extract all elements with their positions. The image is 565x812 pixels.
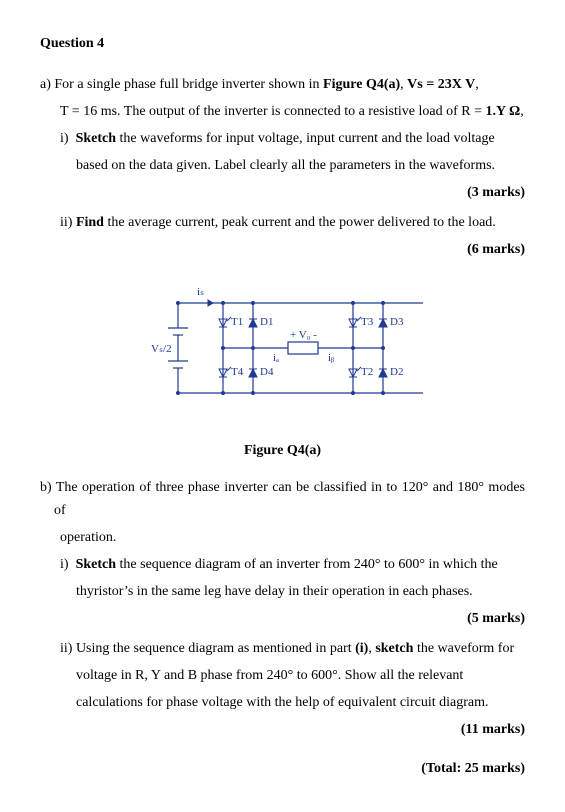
part-b-ii-line-3: calculations for phase voltage with the … xyxy=(40,691,525,714)
label-t3: T3 xyxy=(361,316,374,328)
part-a-line-1: a) For a single phase full bridge invert… xyxy=(40,73,525,96)
part-a-line-2: T = 16 ms. The output of the inverter is… xyxy=(40,100,525,123)
label-ib: iᵦ xyxy=(328,352,334,364)
part-a-i-line-2: based on the data given. Label clearly a… xyxy=(40,154,525,177)
figure-caption: Figure Q4(a) xyxy=(40,439,525,462)
label-t2: T2 xyxy=(361,366,373,378)
part-b-ii-line-2: voltage in R, Y and B phase from 240° to… xyxy=(40,664,525,687)
part-a-i-line-1: i) Sketch the waveforms for input voltag… xyxy=(40,127,525,150)
label-d4: D4 xyxy=(260,366,274,378)
label-is: iₛ xyxy=(197,286,204,298)
part-b-ii-marks: (11 marks) xyxy=(40,718,525,741)
label-d1: D1 xyxy=(260,316,273,328)
part-a-i-marks: (3 marks) xyxy=(40,181,525,204)
part-a-ii-marks: (6 marks) xyxy=(40,238,525,261)
label-d2: D2 xyxy=(390,366,403,378)
label-ia: iₐ xyxy=(273,352,279,364)
label-d3: D3 xyxy=(390,316,404,328)
label-vo: + V₀ - xyxy=(290,329,317,341)
label-t4: T4 xyxy=(231,366,244,378)
total-marks: (Total: 25 marks) xyxy=(40,757,525,780)
figure-q4a: iₛ T1 D1 T3 D3 T4 D4 T2 D2 + V₀ - iₐ iᵦ … xyxy=(40,273,525,431)
part-b-i-line-1: i) Sketch the sequence diagram of an inv… xyxy=(40,553,525,576)
part-b-i-line-2: thyristor’s in the same leg have delay i… xyxy=(40,580,525,603)
part-b-i-marks: (5 marks) xyxy=(40,607,525,630)
part-b-line-2: operation. xyxy=(40,526,525,549)
label-vs: Vₛ/2 xyxy=(151,343,172,355)
label-t1: T1 xyxy=(231,316,243,328)
part-a-ii-line-1: ii) Find the average current, peak curre… xyxy=(40,211,525,234)
part-b-ii-line-1: ii) Using the sequence diagram as mentio… xyxy=(40,637,525,660)
part-b-line-1: b) The operation of three phase inverter… xyxy=(40,476,525,522)
question-title: Question 4 xyxy=(40,32,525,55)
